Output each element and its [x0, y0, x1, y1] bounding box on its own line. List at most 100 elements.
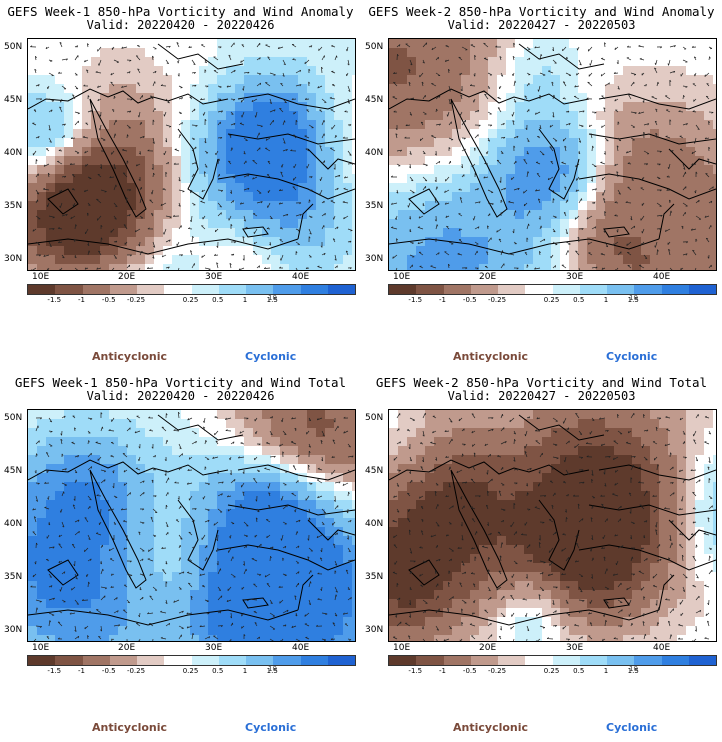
colorbar-swatch	[300, 285, 328, 294]
colorbar-swatch	[443, 656, 471, 665]
colorbar-swatch	[109, 656, 137, 665]
colorbar-unit: 10	[268, 294, 277, 302]
colorbar-swatch	[498, 656, 526, 665]
lon-label-10e: 10E	[32, 272, 50, 282]
panel-week2-anomaly: GEFS Week-2 850-hPa Vorticity and Wind A…	[361, 0, 722, 371]
panel-valid-dates: Valid: 20220420 - 20220426	[86, 18, 275, 32]
lat-label-40n: 40N	[4, 519, 23, 529]
lat-label-30n: 30N	[365, 625, 384, 635]
colorbar-swatch	[498, 285, 526, 294]
colorbar-tick-label: -1	[78, 296, 85, 304]
lon-label-20e: 20E	[118, 272, 136, 282]
colorbar-swatch	[389, 285, 417, 294]
lon-label-20e: 20E	[479, 272, 497, 282]
lat-label-35n: 35N	[4, 572, 23, 582]
colorbar-swatch	[552, 656, 580, 665]
lat-label-30n: 30N	[365, 254, 384, 264]
colorbar-tick-label: -0.5	[462, 296, 477, 304]
anticyclonic-label: Anticyclonic	[92, 350, 168, 363]
colorbar-tick-label: 1	[603, 296, 609, 304]
colorbar-swatch	[300, 656, 328, 665]
lat-label-45n: 45N	[4, 466, 23, 476]
colorbar-tick-label: -0.5	[101, 667, 116, 675]
colorbar-swatch	[28, 656, 56, 665]
colorbar-swatch	[579, 285, 607, 294]
vorticity-map	[27, 409, 356, 642]
panel-title: GEFS Week-1 850-hPa Vorticity and Wind T…	[14, 375, 347, 390]
colorbar-swatch	[416, 285, 444, 294]
colorbar-swatch	[137, 285, 165, 294]
colorbar-swatch	[218, 656, 246, 665]
colorbar-swatch	[470, 656, 498, 665]
lat-label-35n: 35N	[4, 201, 23, 211]
colorbar-swatch	[218, 285, 246, 294]
colorbar-tick-label: 0.5	[573, 667, 585, 675]
lat-label-30n: 30N	[4, 254, 23, 264]
lon-label-30e: 30E	[566, 643, 584, 653]
colorbar-tick-label: 0.25	[543, 667, 560, 675]
vorticity-map	[27, 38, 356, 271]
colorbar-tick-label: -1	[78, 667, 85, 675]
colorbar-swatch	[82, 285, 110, 294]
colorbar-tick-label: -1	[439, 296, 446, 304]
lon-label-10e: 10E	[32, 643, 50, 653]
colorbar-swatch	[273, 285, 301, 294]
colorbar-tick-label: -0.25	[487, 667, 507, 675]
colorbar-unit: 10	[268, 665, 277, 673]
colorbar-swatch	[137, 656, 165, 665]
colorbar-tick-label: -0.25	[126, 296, 146, 304]
colorbar-tick-label: 1.5	[627, 667, 639, 675]
colorbar-tick-label: 1.5	[266, 667, 278, 675]
colorbar-swatch	[109, 285, 137, 294]
colorbar-swatch	[552, 285, 580, 294]
colorbar-swatch	[327, 656, 355, 665]
cyclonic-label: Cyclonic	[245, 350, 297, 363]
colorbar	[388, 655, 717, 666]
lat-label-45n: 45N	[365, 95, 384, 105]
lon-label-40e: 40E	[292, 272, 310, 282]
colorbar-tick-label: 0.25	[182, 296, 199, 304]
colorbar-swatch	[416, 656, 444, 665]
colorbar-swatch	[661, 285, 689, 294]
colorbar-swatch	[525, 285, 553, 294]
colorbar-swatch	[688, 285, 716, 294]
panel-valid-dates: Valid: 20220427 - 20220503	[447, 389, 636, 403]
colorbar-tick-label: -1.5	[408, 667, 423, 675]
panel-week2-total: GEFS Week-2 850-hPa Vorticity and Wind T…	[361, 371, 722, 742]
panel-title: GEFS Week-2 850-hPa Vorticity and Wind A…	[368, 4, 715, 19]
lon-label-10e: 10E	[393, 272, 411, 282]
colorbar-swatch	[164, 656, 192, 665]
colorbar-swatch	[634, 656, 662, 665]
colorbar-swatch	[688, 656, 716, 665]
lat-label-40n: 40N	[365, 148, 384, 158]
colorbar	[388, 284, 717, 295]
colorbar-tick-label: -0.25	[126, 667, 146, 675]
colorbar-swatch	[55, 285, 83, 294]
colorbar-swatch	[55, 656, 83, 665]
panel-title: GEFS Week-2 850-hPa Vorticity and Wind T…	[375, 375, 708, 390]
vorticity-map	[388, 38, 717, 271]
lon-label-30e: 30E	[205, 643, 223, 653]
anticyclonic-label: Anticyclonic	[92, 721, 168, 734]
lat-label-50n: 50N	[365, 42, 384, 52]
colorbar-tick-label: 0.25	[543, 296, 560, 304]
colorbar-tick-label: 1	[603, 667, 609, 675]
colorbar-swatch	[28, 285, 56, 294]
lon-label-40e: 40E	[653, 272, 671, 282]
colorbar-swatch	[525, 656, 553, 665]
colorbar-swatch	[389, 656, 417, 665]
colorbar-swatch	[246, 656, 274, 665]
colorbar-swatch	[470, 285, 498, 294]
lon-label-20e: 20E	[118, 643, 136, 653]
colorbar-swatch	[607, 285, 635, 294]
lon-label-30e: 30E	[566, 272, 584, 282]
colorbar-swatch	[246, 285, 274, 294]
panel-week1-total: GEFS Week-1 850-hPa Vorticity and Wind T…	[0, 371, 361, 742]
colorbar-unit: 10	[629, 294, 638, 302]
lon-label-40e: 40E	[292, 643, 310, 653]
lon-label-20e: 20E	[479, 643, 497, 653]
colorbar	[27, 284, 356, 295]
lat-label-45n: 45N	[365, 466, 384, 476]
panel-valid-dates: Valid: 20220427 - 20220503	[447, 18, 636, 32]
colorbar-tick-label: 1	[242, 296, 248, 304]
